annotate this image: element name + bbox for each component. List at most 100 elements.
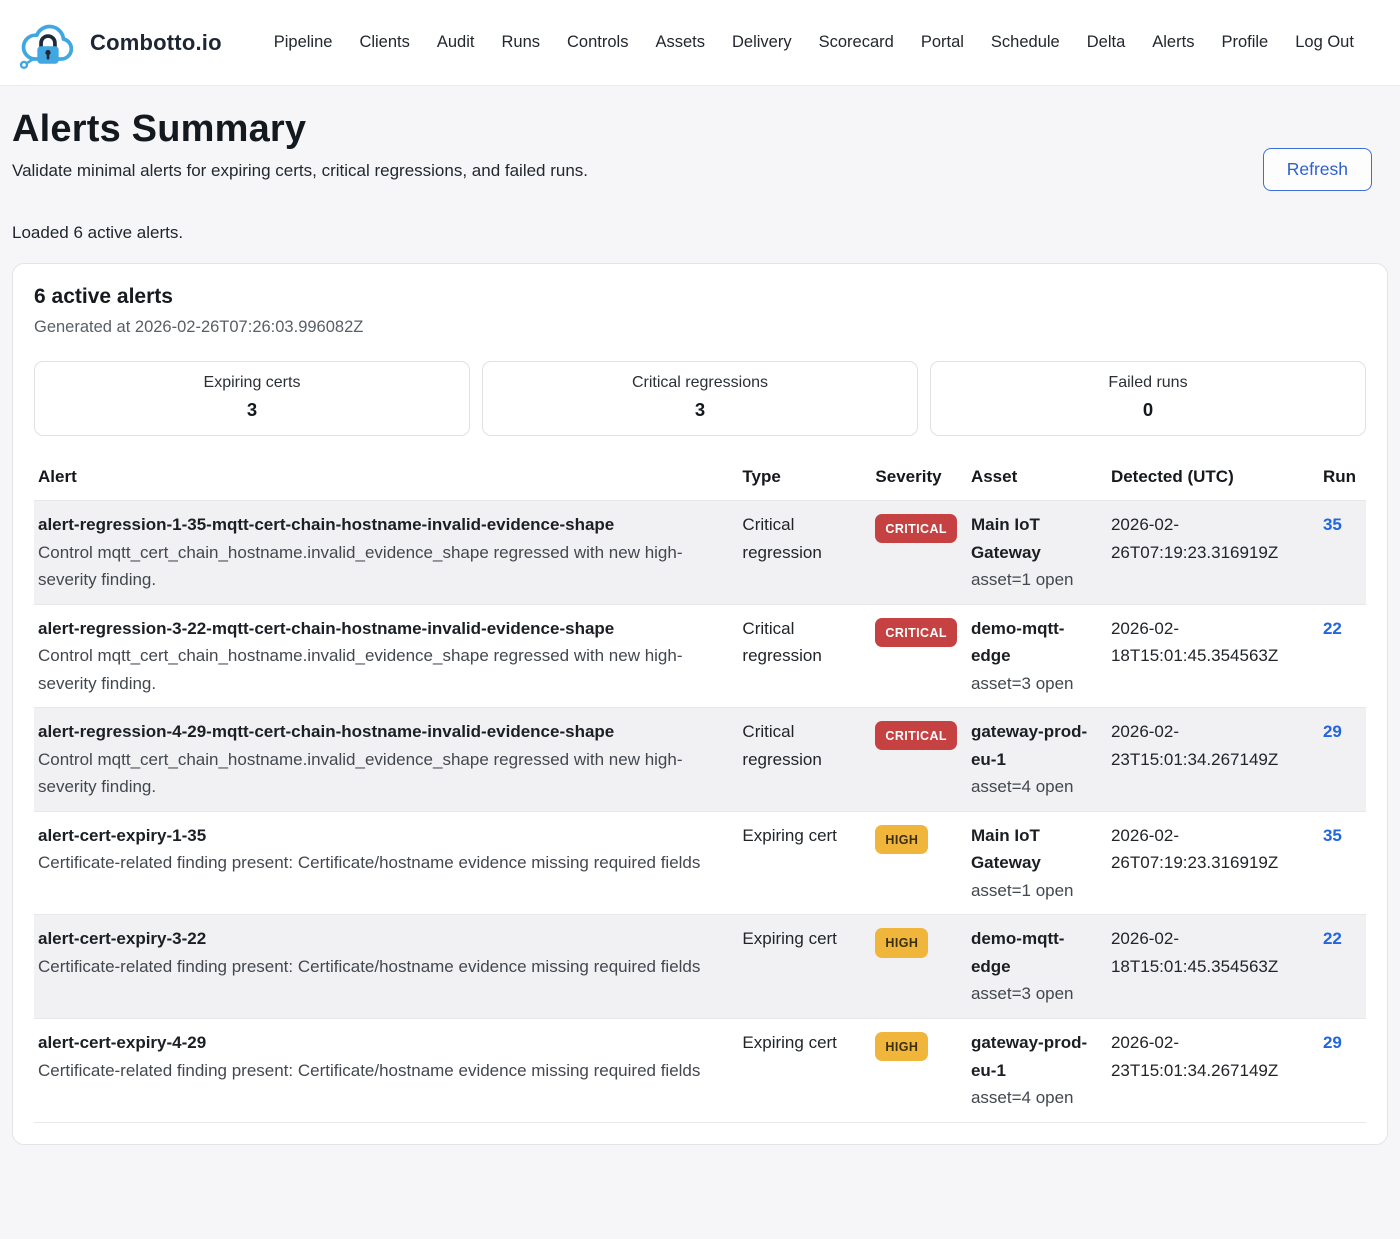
status-line: Loaded 6 active alerts. xyxy=(12,223,184,242)
table-row: alert-cert-expiry-1-35 Certificate-relat… xyxy=(34,811,1366,916)
stat-expiring-certs: Expiring certs 3 xyxy=(34,361,470,436)
stat-value: 0 xyxy=(1142,399,1154,420)
nav-item-audit[interactable]: Audit xyxy=(436,33,475,51)
column-header-detected: Detected (UTC) xyxy=(1106,454,1319,501)
asset-meta: asset=3 open xyxy=(970,673,1074,693)
table-row: alert-regression-3-22-mqtt-cert-chain-ho… xyxy=(34,604,1366,709)
run-link[interactable]: 22 xyxy=(1322,618,1342,638)
alert-description: Control mqtt_cert_chain_hostname.invalid… xyxy=(38,646,683,693)
alert-description: Control mqtt_cert_chain_hostname.invalid… xyxy=(38,749,683,797)
alert-type: Expiring cert xyxy=(738,811,872,916)
asset-name: demo-mqtt-edge xyxy=(970,929,1065,976)
nav-item-portal[interactable]: Portal xyxy=(920,33,964,51)
nav-item-logout[interactable]: Log Out xyxy=(1295,33,1354,51)
alert-description: Certificate-related finding present: Cer… xyxy=(38,1060,701,1080)
run-link[interactable]: 35 xyxy=(1322,825,1342,845)
column-header-alert: Alert xyxy=(34,454,739,501)
severity-badge: CRITICAL xyxy=(875,721,957,751)
table-header-row: Alert Type Severity Asset Detected (UTC)… xyxy=(34,454,1366,501)
stat-critical-regressions: Critical regressions 3 xyxy=(482,361,918,436)
nav-item-scorecard[interactable]: Scorecard xyxy=(818,33,894,51)
run-link[interactable]: 29 xyxy=(1322,722,1342,742)
nav-item-profile[interactable]: Profile xyxy=(1221,33,1269,51)
alert-name: alert-cert-expiry-1-35 xyxy=(38,825,207,845)
table-row: alert-regression-1-35-mqtt-cert-chain-ho… xyxy=(34,500,1366,605)
detected-timestamp: 2026-02-23T15:01:34.267149Z xyxy=(1106,1018,1319,1123)
severity-badge: CRITICAL xyxy=(875,514,957,544)
column-header-severity: Severity xyxy=(871,454,967,501)
asset-meta: asset=1 open xyxy=(970,880,1074,900)
nav-item-delta[interactable]: Delta xyxy=(1086,33,1126,51)
alert-description: Control mqtt_cert_chain_hostname.invalid… xyxy=(38,542,683,590)
alert-name: alert-regression-3-22-mqtt-cert-chain-ho… xyxy=(38,618,615,638)
main-content: Alerts Summary Validate minimal alerts f… xyxy=(0,86,1400,1145)
stat-value: 3 xyxy=(694,399,706,420)
stat-label: Expiring certs xyxy=(203,374,301,391)
alert-type: Critical regression xyxy=(738,707,872,812)
alert-description: Certificate-related finding present: Cer… xyxy=(38,956,701,976)
alert-name: alert-regression-1-35-mqtt-cert-chain-ho… xyxy=(38,515,615,534)
detected-timestamp: 2026-02-18T15:01:45.354563Z xyxy=(1106,914,1319,1019)
alerts-card: 6 active alerts Generated at 2026-02-26T… xyxy=(12,263,1388,1145)
alert-type: Expiring cert xyxy=(738,1018,872,1123)
stat-value: 3 xyxy=(246,399,258,420)
detected-timestamp: 2026-02-23T15:01:34.267149Z xyxy=(1106,707,1319,812)
detected-timestamp: 2026-02-18T15:01:45.354563Z xyxy=(1106,604,1319,709)
column-header-asset: Asset xyxy=(966,454,1107,501)
stat-failed-runs: Failed runs 0 xyxy=(930,361,1366,436)
severity-badge: HIGH xyxy=(875,928,929,958)
stat-label: Critical regressions xyxy=(631,374,769,391)
brand-name: Combotto.io xyxy=(90,29,222,55)
table-row: alert-cert-expiry-4-29 Certificate-relat… xyxy=(34,1018,1366,1123)
asset-name: gateway-prod-eu-1 xyxy=(970,1032,1088,1080)
column-header-type: Type xyxy=(738,454,872,501)
run-link[interactable]: 22 xyxy=(1322,929,1342,949)
alert-name: alert-regression-4-29-mqtt-cert-chain-ho… xyxy=(38,722,615,742)
asset-meta: asset=4 open xyxy=(970,1088,1074,1108)
alert-name: alert-cert-expiry-4-29 xyxy=(38,1032,207,1052)
asset-name: gateway-prod-eu-1 xyxy=(970,722,1088,769)
severity-badge: HIGH xyxy=(875,824,929,855)
nav-item-clients[interactable]: Clients xyxy=(359,33,410,51)
table-row: alert-regression-4-29-mqtt-cert-chain-ho… xyxy=(34,707,1366,812)
nav-item-runs[interactable]: Runs xyxy=(501,33,541,51)
severity-badge: CRITICAL xyxy=(875,617,957,647)
nav-item-assets[interactable]: Assets xyxy=(655,33,705,51)
stats-row: Expiring certs 3 Critical regressions 3 … xyxy=(34,361,1366,436)
page-title: Alerts Summary xyxy=(12,108,307,150)
card-heading: 6 active alerts xyxy=(34,285,173,308)
table-row: alert-cert-expiry-3-22 Certificate-relat… xyxy=(34,914,1366,1019)
logo[interactable]: Combotto.io xyxy=(16,12,222,74)
nav-item-delivery[interactable]: Delivery xyxy=(732,33,792,51)
nav-item-controls[interactable]: Controls xyxy=(567,33,629,51)
stat-label: Failed runs xyxy=(1108,374,1188,391)
alert-name: alert-cert-expiry-3-22 xyxy=(38,929,207,949)
cloud-lock-logo-icon xyxy=(19,24,74,69)
asset-meta: asset=1 open xyxy=(970,570,1074,590)
severity-badge: HIGH xyxy=(875,1031,929,1062)
detected-timestamp: 2026-02-26T07:19:23.316919Z xyxy=(1106,500,1319,605)
run-link[interactable]: 35 xyxy=(1322,515,1342,534)
asset-name: Main IoT Gateway xyxy=(970,825,1041,873)
asset-meta: asset=3 open xyxy=(970,984,1074,1004)
alerts-table: Alert Type Severity Asset Detected (UTC)… xyxy=(34,454,1366,1123)
asset-meta: asset=4 open xyxy=(970,777,1074,797)
nav-item-pipeline[interactable]: Pipeline xyxy=(273,33,333,51)
column-header-run: Run xyxy=(1318,454,1366,501)
refresh-button[interactable]: Refresh xyxy=(1262,148,1372,191)
nav-item-schedule[interactable]: Schedule xyxy=(990,33,1060,51)
detected-timestamp: 2026-02-26T07:19:23.316919Z xyxy=(1106,811,1319,916)
alert-type: Critical regression xyxy=(738,500,872,605)
alert-type: Critical regression xyxy=(738,604,872,709)
asset-name: demo-mqtt-edge xyxy=(970,618,1065,666)
alert-description: Certificate-related finding present: Cer… xyxy=(38,853,701,873)
run-link[interactable]: 29 xyxy=(1322,1032,1342,1052)
nav-item-alerts[interactable]: Alerts xyxy=(1152,33,1195,51)
alert-type: Expiring cert xyxy=(738,914,872,1019)
nav-menu: Pipeline Clients Audit Runs Controls Ass… xyxy=(274,33,1354,52)
page-subtitle: Validate minimal alerts for expiring cer… xyxy=(12,161,589,180)
page-header: Alerts Summary Validate minimal alerts f… xyxy=(12,108,1388,191)
top-navigation: Combotto.io Pipeline Clients Audit Runs … xyxy=(0,0,1400,86)
generated-timestamp: Generated at 2026-02-26T07:26:03.996082Z xyxy=(34,318,364,336)
asset-name: Main IoT Gateway xyxy=(970,515,1041,562)
